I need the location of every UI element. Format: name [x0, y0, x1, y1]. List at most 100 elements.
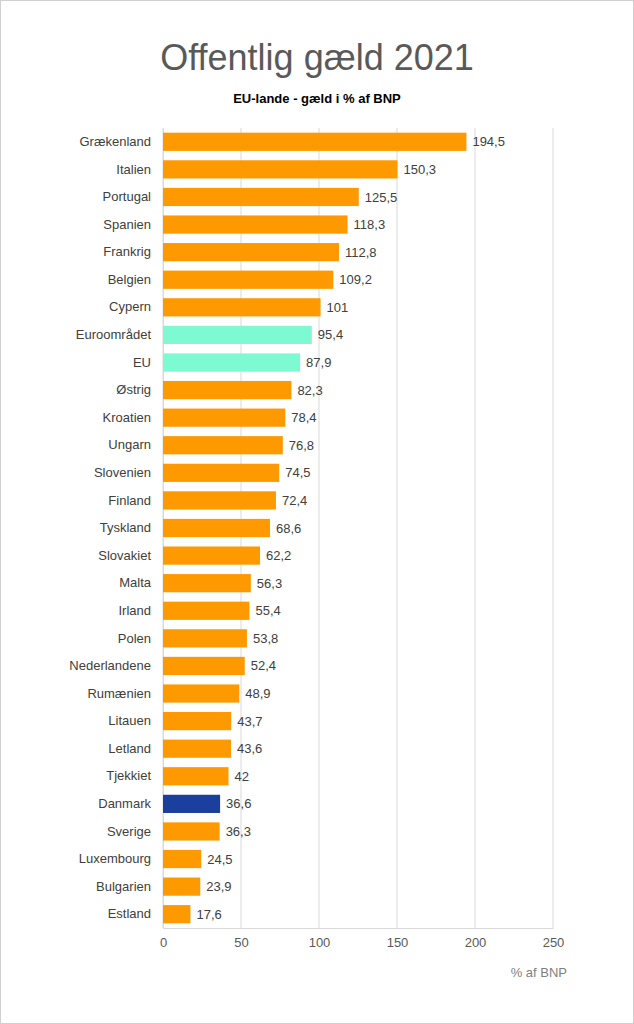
y-tick: Estland	[108, 906, 151, 921]
y-tick: Frankrig	[103, 244, 151, 259]
y-tick: Irland	[118, 603, 151, 618]
y-tick: Grækenland	[79, 134, 151, 149]
bar	[163, 491, 276, 509]
y-tick-label: Luxembourg	[79, 851, 151, 866]
bar	[163, 795, 220, 813]
data-label: 194,5	[472, 134, 505, 149]
bar	[163, 298, 321, 316]
y-tick: Belgien	[108, 272, 151, 287]
grid-line	[397, 128, 398, 928]
data-labels: 194,5150,3125,5118,3112,8109,210195,487,…	[196, 134, 505, 921]
y-tick-label: Portugal	[103, 189, 152, 204]
data-label: 24,5	[207, 852, 232, 867]
bar	[163, 712, 231, 730]
x-tick-label: 150	[387, 935, 409, 950]
y-tick-label: Ungarn	[108, 437, 151, 452]
data-label: 17,6	[196, 907, 221, 922]
y-tick-label: Bulgarien	[96, 879, 151, 894]
data-label: 78,4	[291, 410, 316, 425]
y-tick: Italien	[116, 162, 151, 177]
x-tick: 150	[387, 928, 409, 950]
y-tick: Slovenien	[94, 465, 151, 480]
y-tick-label: Østrig	[116, 382, 151, 397]
x-axis: 050100150200250	[160, 928, 564, 950]
bar	[163, 684, 239, 702]
y-tick: Danmark	[98, 796, 151, 811]
y-tick: EU	[133, 355, 151, 370]
y-tick: Letland	[108, 741, 151, 756]
bar	[163, 546, 260, 564]
y-tick-label: Frankrig	[103, 244, 151, 259]
chart-frame	[1, 1, 634, 1024]
bar	[163, 188, 359, 206]
data-label: 95,4	[318, 327, 343, 342]
x-tick-label: 200	[465, 935, 487, 950]
data-label: 87,9	[306, 355, 331, 370]
y-tick-label: Cypern	[109, 299, 151, 314]
data-label: 43,6	[237, 741, 262, 756]
x-tick-label: 250	[543, 935, 565, 950]
y-tick-label: Nederlandene	[69, 658, 151, 673]
data-label: 42	[235, 769, 249, 784]
y-tick-label: Spanien	[103, 217, 151, 232]
y-tick: Litauen	[108, 713, 151, 728]
y-axis: Grækenland Italien Portugal Spanien Frankrig…	[69, 129, 163, 929]
bar	[163, 602, 249, 620]
bar	[163, 905, 190, 923]
y-tick: Finland	[108, 493, 151, 508]
data-label: 62,2	[266, 548, 291, 563]
y-tick-label: Litauen	[108, 713, 151, 728]
grid	[163, 128, 553, 928]
subtitle: EU-lande - gæld i % af BNP	[233, 91, 401, 106]
grid-line	[553, 128, 554, 928]
y-tick: Slovakiet	[98, 548, 151, 563]
data-label: 53,8	[253, 631, 278, 646]
y-tick: Polen	[118, 631, 151, 646]
y-tick: Sverige	[107, 824, 151, 839]
bar	[163, 878, 200, 896]
data-label: 118,3	[354, 217, 386, 232]
title: Offentlig gæld 2021	[160, 37, 474, 78]
bar	[163, 822, 220, 840]
x-axis-title: % af BNP	[511, 965, 567, 980]
x-tick: 50	[234, 928, 248, 950]
chart: Offentlig gæld 2021 EU-lande - gæld i % a…	[0, 0, 634, 1024]
data-label: 109,2	[339, 272, 372, 287]
y-tick: Malta	[119, 575, 152, 590]
x-tick: 200	[465, 928, 487, 950]
data-label: 36,3	[226, 824, 251, 839]
bar	[163, 381, 291, 399]
bar	[163, 519, 270, 537]
bar	[163, 133, 466, 151]
bar	[163, 271, 333, 289]
y-tick-label: Tyskland	[100, 520, 151, 535]
data-label: 56,3	[257, 576, 282, 591]
bar	[163, 629, 247, 647]
y-tick-label: Grækenland	[79, 134, 151, 149]
data-label: 76,8	[289, 438, 314, 453]
bar	[163, 243, 339, 261]
x-tick: 100	[309, 928, 331, 950]
y-tick-label: Sverige	[107, 824, 151, 839]
data-label: 72,4	[282, 493, 307, 508]
y-tick: Tjekkiet	[106, 768, 151, 783]
grid-line	[475, 128, 476, 928]
y-tick: Østrig	[116, 382, 151, 397]
y-tick: Kroatien	[103, 410, 151, 425]
y-tick: Euroområdet	[76, 327, 152, 342]
y-tick: Cypern	[109, 299, 151, 314]
x-axis-line	[164, 928, 554, 929]
data-label: 101	[327, 300, 349, 315]
y-tick: Portugal	[103, 189, 152, 204]
x-tick-label: 100	[309, 935, 331, 950]
bar	[163, 409, 285, 427]
y-tick: Luxembourg	[79, 851, 151, 866]
data-label: 112,8	[345, 245, 377, 260]
bar	[163, 326, 312, 344]
y-tick-label: Danmark	[98, 796, 151, 811]
y-tick: Ungarn	[108, 437, 151, 452]
y-tick: Spanien	[103, 217, 151, 232]
y-tick-label: Italien	[116, 162, 151, 177]
y-tick-label: Belgien	[108, 272, 151, 287]
data-label: 36,6	[226, 796, 251, 811]
